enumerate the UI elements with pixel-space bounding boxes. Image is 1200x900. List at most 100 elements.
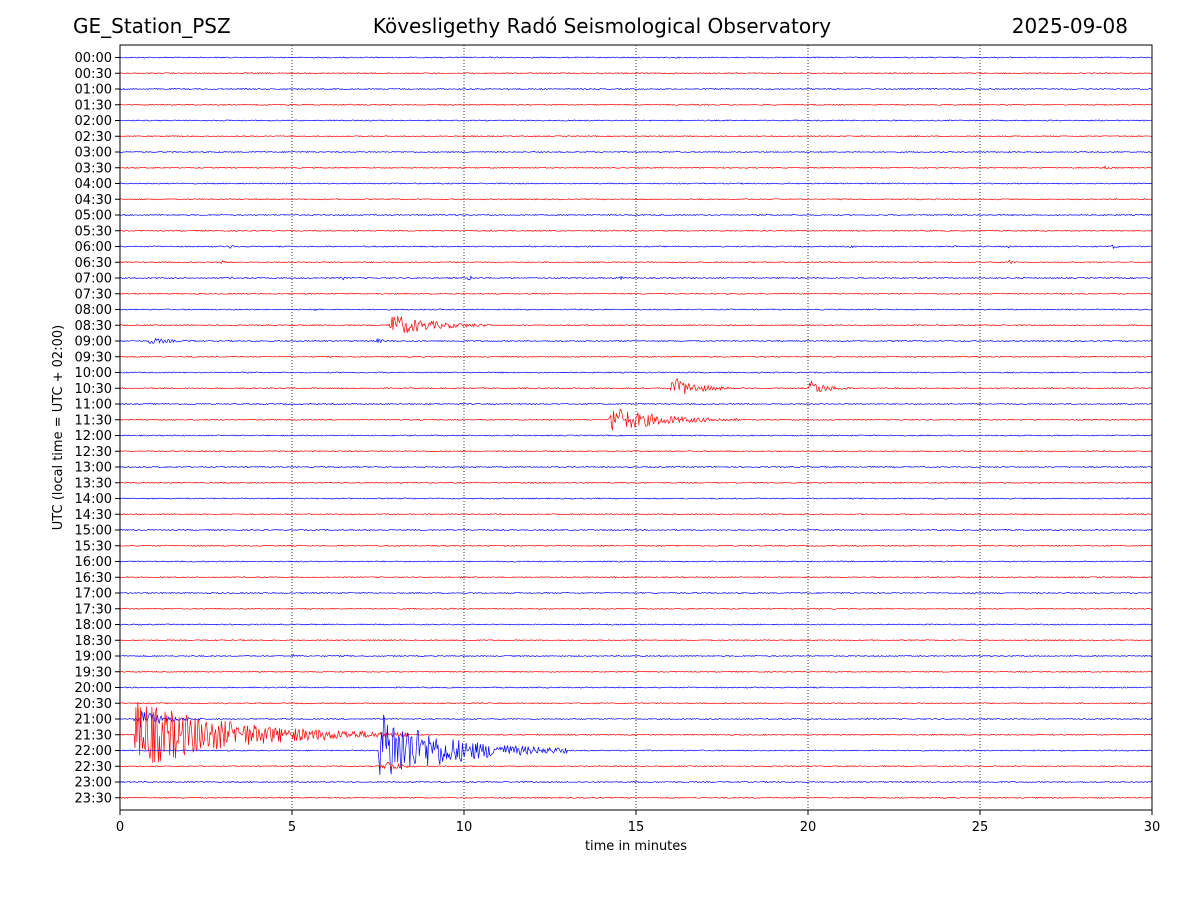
- y-tick-label: 22:30: [75, 760, 112, 775]
- trace-0430: [119, 198, 1153, 201]
- x-axis-label: time in minutes: [585, 839, 687, 854]
- trace-1100: [119, 402, 1153, 406]
- trace-1630: [119, 576, 1153, 579]
- y-tick-label: 08:30: [75, 319, 112, 334]
- trace-0100: [119, 87, 1152, 91]
- y-tick-label: 07:30: [75, 287, 112, 302]
- trace-0930: [119, 355, 1153, 358]
- y-tick-label: 05:30: [75, 224, 112, 239]
- y-tick-label: 13:00: [75, 461, 112, 476]
- y-tick-label: 13:30: [75, 476, 112, 491]
- trace-2030: [119, 702, 1153, 705]
- trace-2130: [119, 702, 1153, 763]
- y-tick-label: 06:30: [75, 256, 112, 271]
- trace-2330: [119, 796, 1153, 799]
- trace-1700: [119, 591, 1153, 595]
- y-tick-label: 07:00: [75, 272, 112, 287]
- trace-0000: [119, 56, 1153, 59]
- x-ticks: 0 5 10 15 20 25 30: [116, 810, 1160, 835]
- x-tick-label: 10: [456, 820, 473, 835]
- trace-0730: [119, 292, 1153, 295]
- y-tick-label: 20:00: [75, 681, 112, 696]
- y-tick-label: 17:30: [75, 602, 112, 617]
- grid-lines: [291, 45, 981, 810]
- y-tick-label: 01:00: [75, 83, 112, 98]
- trace-0200: [119, 119, 1153, 122]
- trace-1800: [119, 623, 1153, 626]
- trace-1930: [119, 670, 1153, 673]
- trace-1330: [119, 481, 1153, 484]
- y-tick-label: 17:00: [75, 587, 112, 602]
- y-tick-label: 18:00: [75, 618, 112, 633]
- trace-1000: [119, 371, 1153, 374]
- y-tick-label: 05:00: [75, 209, 112, 224]
- y-tick-label: 21:00: [75, 713, 112, 728]
- trace-0900: [119, 337, 1153, 344]
- y-tick-label: 09:30: [75, 350, 112, 365]
- x-tick-label: 20: [800, 820, 817, 835]
- trace-1900: [119, 653, 1153, 658]
- trace-0330: [119, 165, 1153, 170]
- x-tick-label: 30: [1144, 820, 1161, 835]
- trace-0630: [119, 259, 1153, 264]
- y-tick-label: 12:30: [75, 445, 112, 460]
- y-tick-label: 23:30: [75, 791, 112, 806]
- y-tick-label: 15:00: [75, 524, 112, 539]
- trace-2100: [119, 711, 1153, 728]
- y-tick-label: 04:00: [75, 177, 112, 192]
- y-tick-label: 02:30: [75, 130, 112, 145]
- y-tick-label: 01:30: [75, 98, 112, 113]
- trace-1430: [119, 513, 1153, 516]
- date-title: 2025-09-08: [1011, 14, 1128, 38]
- y-tick-label: 03:00: [75, 146, 112, 161]
- trace-1230: [119, 450, 1153, 453]
- trace-0530: [119, 229, 1153, 232]
- trace-0400: [119, 182, 1153, 185]
- station-title: GE_Station_PSZ: [73, 14, 231, 38]
- trace-2300: [119, 780, 1153, 784]
- y-tick-label: 19:00: [75, 650, 112, 665]
- trace-0130: [119, 103, 1153, 106]
- trace-1530: [119, 544, 1153, 547]
- y-tick-label: 23:00: [75, 776, 112, 791]
- y-tick-label: 11:00: [75, 398, 112, 413]
- y-tick-label: 16:00: [75, 555, 112, 570]
- y-tick-label: 04:30: [75, 193, 112, 208]
- y-tick-label: 16:30: [75, 571, 112, 586]
- y-tick-label: 15:30: [75, 539, 112, 554]
- trace-1300: [119, 465, 1153, 469]
- trace-2200: [119, 714, 1153, 775]
- trace-2230: [120, 761, 1153, 770]
- y-tick-label: 20:30: [75, 697, 112, 712]
- trace-1830: [119, 639, 1153, 642]
- x-tick-label: 5: [288, 820, 296, 835]
- trace-0800: [119, 308, 1153, 312]
- trace-0300: [119, 150, 1153, 154]
- y-tick-label: 08:00: [75, 303, 112, 318]
- y-tick-label: 10:00: [75, 366, 112, 381]
- y-tick-label: 14:00: [75, 492, 112, 507]
- y-tick-label: 11:30: [75, 413, 112, 428]
- y-tick-label: 06:00: [75, 240, 112, 255]
- y-tick-label: 03:30: [75, 161, 112, 176]
- y-tick-label: 14:30: [75, 508, 112, 523]
- trace-0700: [119, 275, 1153, 281]
- y-tick-label: 09:00: [75, 335, 112, 350]
- trace-1730: [119, 607, 1153, 610]
- y-ticks: 00:0000:3001:0001:3002:0002:3003:0003:30…: [75, 51, 120, 806]
- y-tick-label: 00:30: [75, 67, 112, 82]
- y-axis-label: UTC (local time = UTC + 02:00): [51, 325, 66, 530]
- y-tick-label: 22:00: [75, 744, 112, 759]
- x-tick-label: 15: [628, 820, 645, 835]
- y-tick-label: 19:30: [75, 665, 112, 680]
- trace-1130: [119, 408, 1153, 431]
- trace-0500: [119, 213, 1153, 217]
- y-tick-label: 02:00: [75, 114, 112, 129]
- y-tick-label: 10:30: [75, 382, 112, 397]
- trace-1600: [119, 560, 1153, 563]
- y-tick-label: 18:30: [75, 634, 112, 649]
- x-tick-label: 25: [972, 820, 989, 835]
- trace-1400: [119, 497, 1153, 500]
- trace-2000: [119, 686, 1153, 689]
